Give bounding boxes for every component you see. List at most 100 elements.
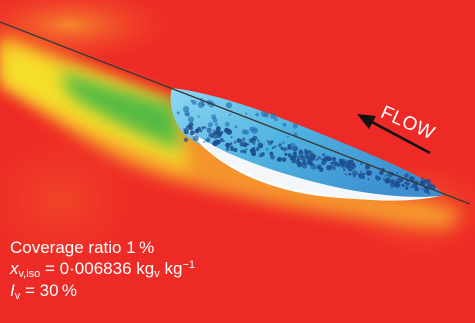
bubble — [197, 101, 205, 108]
bubble — [197, 115, 200, 118]
bubble — [225, 102, 233, 109]
bubble — [333, 161, 339, 167]
bubble — [395, 182, 401, 188]
bubble — [348, 172, 351, 176]
bubble — [379, 170, 384, 176]
bubble — [396, 172, 399, 175]
bubble — [240, 149, 244, 154]
bubble — [245, 112, 248, 115]
bubble — [202, 125, 206, 129]
bubble — [183, 129, 189, 135]
bubble — [298, 151, 302, 154]
bubble — [326, 164, 332, 171]
xv-unit-subscript: v — [154, 268, 160, 280]
bubble — [293, 132, 298, 137]
bubble — [192, 135, 199, 142]
bubble — [404, 175, 407, 178]
bubble — [310, 163, 317, 170]
bubble — [212, 141, 218, 147]
hydrofoil-line — [0, 21, 471, 205]
bubble — [197, 126, 202, 131]
bubble — [229, 145, 234, 150]
bubble — [239, 140, 246, 147]
wake-green-band — [60, 70, 180, 150]
bubble — [266, 140, 269, 142]
bubble — [286, 135, 289, 138]
bubble — [384, 178, 391, 184]
bubble — [316, 167, 318, 170]
bubble — [203, 140, 206, 143]
bubble — [222, 139, 225, 142]
bubble — [233, 140, 237, 144]
bubble — [429, 186, 432, 188]
bubble — [191, 100, 197, 105]
turbulence-intensity-text: Iv = 30 % — [10, 281, 78, 302]
bubble — [243, 151, 247, 154]
bubble — [245, 148, 248, 151]
bubble — [331, 156, 337, 162]
bubble — [253, 146, 256, 149]
xv-subscript: v,iso — [18, 268, 41, 280]
bubble — [366, 170, 372, 176]
iv-value: = 30 % — [20, 281, 78, 300]
bubble — [233, 147, 238, 152]
bubble — [255, 147, 260, 152]
bubble — [391, 180, 397, 185]
bubble — [282, 147, 287, 152]
bubble — [242, 137, 246, 141]
bubble — [269, 151, 274, 156]
bubble — [214, 123, 218, 126]
bubble — [321, 160, 326, 166]
bubble — [326, 156, 332, 162]
bubble — [282, 122, 287, 127]
bubble — [250, 137, 256, 143]
bubble — [287, 153, 291, 157]
bubble — [187, 116, 195, 123]
bubble — [211, 114, 217, 120]
bubble — [297, 161, 303, 167]
bubble — [258, 141, 260, 143]
bubble — [278, 143, 282, 148]
coverage-ratio-text: Coverage ratio 1 % — [10, 238, 154, 258]
bubble — [302, 161, 307, 166]
bubble — [322, 153, 326, 157]
bubble — [304, 150, 308, 154]
bubble — [281, 157, 287, 163]
bubble — [176, 111, 180, 115]
bubble — [182, 106, 190, 113]
bubble — [292, 151, 297, 156]
bubble — [266, 148, 268, 151]
bubble — [289, 142, 296, 149]
bubble — [216, 133, 222, 139]
bubble — [396, 177, 402, 183]
bubble — [401, 183, 405, 188]
bubble — [365, 164, 371, 170]
bubble — [225, 147, 230, 151]
bubble — [241, 129, 248, 135]
bubble — [230, 136, 233, 139]
bubble — [262, 114, 265, 117]
bubble — [189, 130, 195, 136]
bubble — [188, 126, 191, 130]
bubble — [255, 112, 260, 117]
bubble — [274, 117, 278, 122]
bubble — [384, 174, 387, 177]
bubble — [427, 183, 430, 186]
bubble — [404, 181, 407, 185]
bubble — [317, 156, 321, 160]
flow-arrow-head — [357, 114, 376, 129]
bubble — [207, 122, 213, 128]
bubble — [247, 143, 250, 146]
bubble — [263, 112, 269, 118]
bubble — [289, 156, 295, 161]
bubble — [330, 162, 333, 165]
bubble — [257, 142, 264, 149]
bubble — [421, 177, 424, 181]
bubble — [219, 138, 224, 143]
bubble — [411, 185, 414, 188]
bubble — [228, 113, 231, 116]
bubble — [292, 123, 298, 129]
bubble — [270, 154, 275, 160]
bubble — [331, 166, 336, 171]
